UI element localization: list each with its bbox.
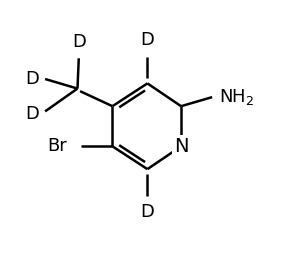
Text: D: D [25, 105, 39, 123]
Text: D: D [25, 70, 39, 88]
Text: N: N [174, 137, 188, 156]
Text: D: D [140, 203, 154, 221]
Text: D: D [140, 31, 154, 49]
Text: D: D [72, 33, 86, 51]
Text: NH$_2$: NH$_2$ [219, 87, 254, 107]
Text: Br: Br [47, 137, 67, 155]
